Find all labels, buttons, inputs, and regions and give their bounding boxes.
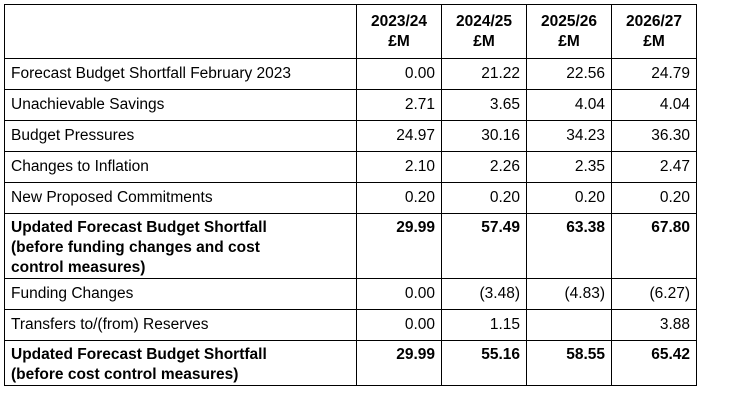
cell-value: 2.71 <box>356 89 442 121</box>
cell-value: 30.16 <box>441 120 527 152</box>
row-label: Budget Pressures <box>4 120 357 152</box>
header-2023-24: 2023/24 £M <box>356 4 442 59</box>
table-row: Funding Changes 0.00 (3.48) (4.83) (6.27… <box>4 278 697 310</box>
cell-value: 24.79 <box>611 58 697 90</box>
cell-value: 29.99 <box>356 340 442 386</box>
row-label: Funding Changes <box>4 278 357 310</box>
cell-value: 34.23 <box>526 120 612 152</box>
header-2024-25: 2024/25 £M <box>441 4 527 59</box>
cell-value: 24.97 <box>356 120 442 152</box>
table-row: New Proposed Commitments 0.20 0.20 0.20 … <box>4 182 697 214</box>
cell-value: 29.99 <box>356 213 442 279</box>
cell-value: 21.22 <box>441 58 527 90</box>
cell-value: 4.04 <box>526 89 612 121</box>
header-2025-26: 2025/26 £M <box>526 4 612 59</box>
row-label: Changes to Inflation <box>4 151 357 183</box>
cell-value: 0.00 <box>356 58 442 90</box>
cell-value: 0.00 <box>356 309 442 341</box>
cell-value: 2.26 <box>441 151 527 183</box>
table-row: Transfers to/(from) Reserves 0.00 1.15 3… <box>4 309 697 341</box>
cell-value: 2.35 <box>526 151 612 183</box>
header-2026-27: 2026/27 £M <box>611 4 697 59</box>
cell-value: 0.00 <box>356 278 442 310</box>
row-label: Transfers to/(from) Reserves <box>4 309 357 341</box>
cell-value: 4.04 <box>611 89 697 121</box>
cell-value: 0.20 <box>611 182 697 214</box>
cell-value: 63.38 <box>526 213 612 279</box>
table-row: Unachievable Savings 2.71 3.65 4.04 4.04 <box>4 89 697 121</box>
cell-value: 55.16 <box>441 340 527 386</box>
cell-value: 0.20 <box>526 182 612 214</box>
cell-value: 3.65 <box>441 89 527 121</box>
row-label: Forecast Budget Shortfall February 2023 <box>4 58 357 90</box>
cell-value: 1.15 <box>441 309 527 341</box>
table-row: Forecast Budget Shortfall February 2023 … <box>4 58 697 90</box>
cell-value: 57.49 <box>441 213 527 279</box>
header-row: 2023/24 £M 2024/25 £M 2025/26 £M 2026/27 £M <box>4 4 697 59</box>
cell-value: 0.20 <box>356 182 442 214</box>
row-label: Updated Forecast Budget Shortfall (before… <box>4 213 357 279</box>
cell-value: 3.88 <box>611 309 697 341</box>
row-label: Unachievable Savings <box>4 89 357 121</box>
cell-value <box>526 309 612 341</box>
cell-value: 0.20 <box>441 182 527 214</box>
header-blank-cell <box>4 4 357 59</box>
table-row-total: Updated Forecast Budget Shortfall (before… <box>4 340 697 386</box>
cell-value: 2.47 <box>611 151 697 183</box>
cell-value: 58.55 <box>526 340 612 386</box>
row-label: New Proposed Commitments <box>4 182 357 214</box>
table-row-subtotal: Updated Forecast Budget Shortfall (before… <box>4 213 697 279</box>
row-label: Updated Forecast Budget Shortfall (before… <box>4 340 357 386</box>
cell-value: 36.30 <box>611 120 697 152</box>
cell-value: (4.83) <box>526 278 612 310</box>
cell-value: 22.56 <box>526 58 612 90</box>
cell-value: (6.27) <box>611 278 697 310</box>
budget-shortfall-table: 2023/24 £M 2024/25 £M 2025/26 £M 2026/27 £M … <box>4 4 697 386</box>
table-row: Changes to Inflation 2.10 2.26 2.35 2.47 <box>4 151 697 183</box>
cell-value: (3.48) <box>441 278 527 310</box>
table-row: Budget Pressures 24.97 30.16 34.23 36.30 <box>4 120 697 152</box>
cell-value: 67.80 <box>611 213 697 279</box>
cell-value: 2.10 <box>356 151 442 183</box>
cell-value: 65.42 <box>611 340 697 386</box>
